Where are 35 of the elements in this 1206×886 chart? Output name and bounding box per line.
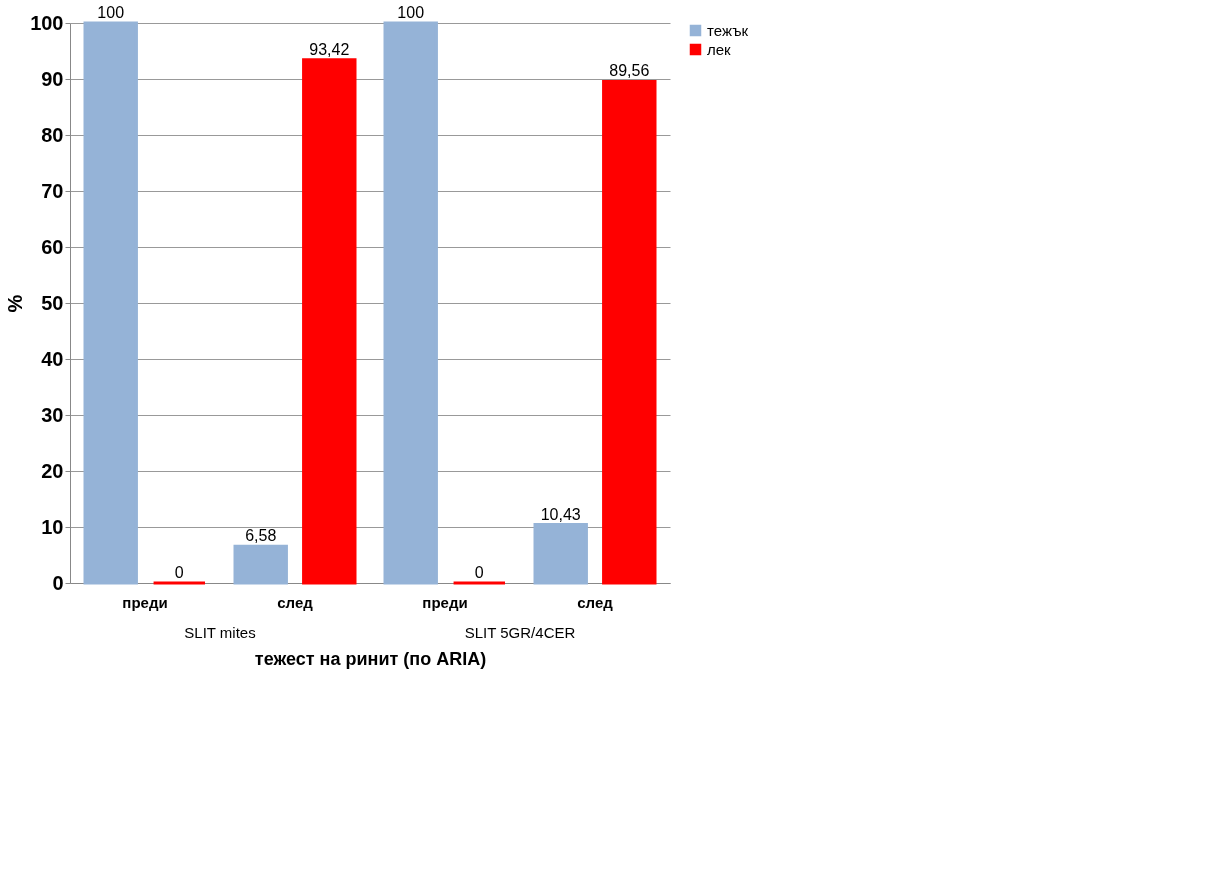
bar: [533, 523, 588, 585]
x-tick-label: след: [277, 593, 314, 611]
data-label: 0: [474, 564, 484, 581]
y-tick-label: 10: [41, 515, 64, 538]
y-tick-label: 100: [30, 11, 64, 34]
x-axis-title: тежест на ринит (по ARIA): [254, 648, 487, 669]
data-label: 100: [97, 4, 125, 21]
data-label: 100: [397, 4, 425, 21]
y-tick-label: 50: [41, 291, 64, 314]
y-tick-label: 60: [41, 235, 64, 258]
x-tick-label: преди: [422, 593, 468, 611]
data-label: 93,42: [309, 40, 350, 58]
y-tick-label: 20: [41, 459, 64, 482]
y-tick-label: 90: [41, 67, 64, 90]
legend-label: тежък: [707, 21, 749, 39]
y-tick-label: 40: [41, 347, 64, 370]
x-tick-label: преди: [122, 593, 168, 611]
bar: [83, 21, 138, 585]
y-tick-label: 80: [41, 123, 64, 146]
y-tick-label: 70: [41, 179, 64, 202]
bar: [383, 21, 438, 585]
bar: [233, 544, 288, 585]
bar: [602, 79, 657, 585]
data-label: 6,58: [245, 527, 277, 545]
y-axis-title: %: [4, 294, 27, 313]
y-tick-label: 0: [52, 571, 64, 594]
data-label: 10,43: [540, 505, 581, 523]
y-tick-label: 30: [41, 403, 64, 426]
text: SLIT 5GR/4CER: [464, 624, 576, 641]
legend-label: лек: [707, 40, 732, 58]
data-label: 0: [174, 564, 184, 581]
bar: [302, 58, 357, 585]
x-tick-label: след: [577, 593, 614, 611]
text: SLIT mites: [184, 624, 256, 641]
data-label: 89,56: [609, 62, 650, 80]
